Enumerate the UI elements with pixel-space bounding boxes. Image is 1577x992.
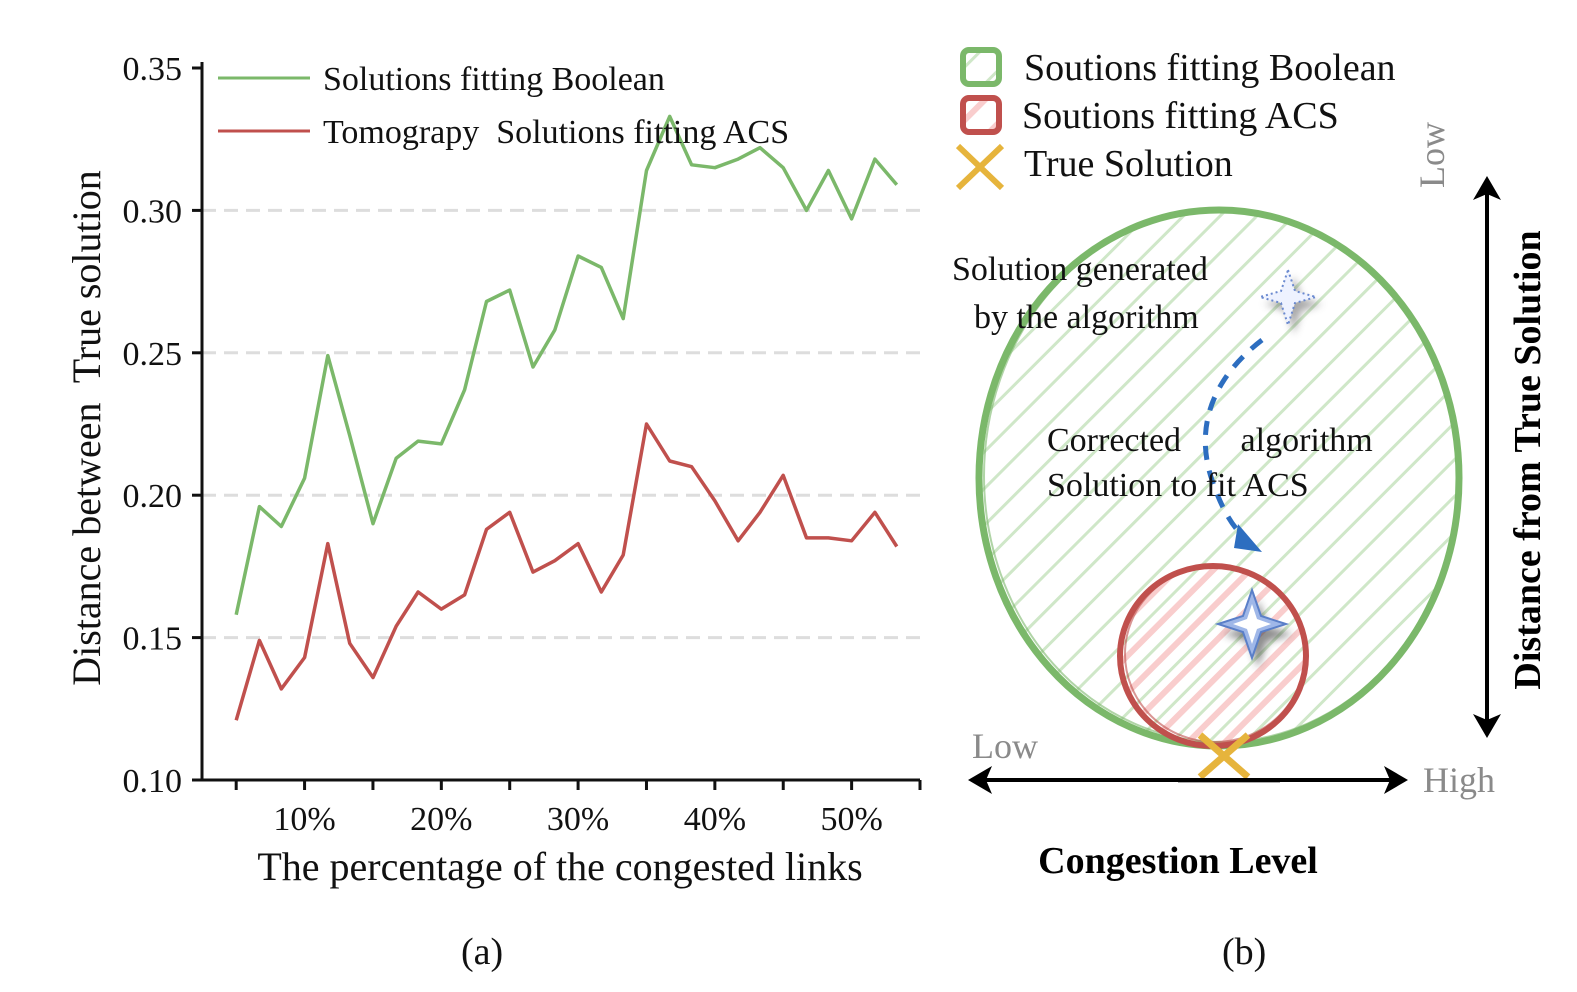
x-tick-label-1: 10% xyxy=(273,801,335,838)
congestion-level-label: Congestion Level xyxy=(1038,840,1318,882)
y-tick-label-2: 0.20 xyxy=(123,478,183,515)
y-ticks: 0.10 0.15 0.20 0.25 0.30 0.35 xyxy=(123,51,202,800)
annotation-corrected-line1: Corrected algorithm xyxy=(1047,422,1373,459)
legend-b: Soutions fitting Boolean Soutions fittin… xyxy=(955,47,1396,191)
y-tick-label-0: 0.10 xyxy=(123,763,183,800)
x-tick-label-7: 40% xyxy=(684,801,746,838)
x-tick-label-3: 20% xyxy=(410,801,472,838)
distance-axis-label: Distance from True Solution xyxy=(1507,230,1549,689)
line-chart-panel-a: 0.10 0.15 0.20 0.25 0.30 0.35 10% 20% 30% 40% 50%… xyxy=(64,51,922,889)
y-tick-label-4: 0.30 xyxy=(123,193,183,230)
y-low-label: Low xyxy=(1412,122,1452,188)
caption-a: (a) xyxy=(461,931,504,973)
y-tick-label-3: 0.25 xyxy=(123,336,183,373)
series-line-1 xyxy=(234,422,899,721)
annotation-corrected-line2: Solution to fit ACS xyxy=(1047,467,1309,504)
x-high-label: High xyxy=(1423,760,1495,800)
legend-b-label-true: True Solution xyxy=(1024,143,1233,185)
legend-b-cross-icon xyxy=(955,143,1005,191)
distance-axis-arrow xyxy=(1473,176,1501,738)
legend-b-label-acs: Soutions fitting ACS xyxy=(1022,95,1339,137)
x-ticks: 10% 20% 30% 40% 50% xyxy=(234,780,922,838)
legend-b-swatch-boolean xyxy=(960,47,1002,87)
diagram-panel-b: Soutions fitting Boolean Soutions fittin… xyxy=(952,47,1549,882)
x-low-label: Low xyxy=(972,726,1038,766)
correction-trajectory-arrow xyxy=(1202,338,1264,552)
acs-solution-region xyxy=(1117,563,1309,749)
legend-label-acs: Tomograpy Solutions fitting ACS xyxy=(323,114,789,151)
legend-a: Solutions fitting Boolean Tomograpy Solu… xyxy=(218,61,789,151)
acs-region-sketch-stroke xyxy=(1124,565,1306,743)
series-line-0 xyxy=(234,114,899,616)
annotation-generated-line1: Solution generated xyxy=(952,251,1208,288)
series-lines xyxy=(234,114,899,721)
grid-lines xyxy=(202,208,920,640)
x-tick-label-9: 50% xyxy=(820,801,882,838)
y-axis-label: Distance between True solution xyxy=(64,170,109,686)
y-tick-label-1: 0.15 xyxy=(123,621,183,658)
corrected-solution-star-icon xyxy=(1214,586,1293,668)
y-tick-label-5: 0.35 xyxy=(123,51,183,88)
legend-b-label-boolean: Soutions fitting Boolean xyxy=(1024,47,1396,89)
legend-b-swatch-acs xyxy=(960,95,1002,135)
x-tick-label-5: 30% xyxy=(547,801,609,838)
annotation-generated-line2: by the algorithm xyxy=(974,299,1199,336)
caption-b: (b) xyxy=(1222,931,1267,973)
legend-label-boolean: Solutions fitting Boolean xyxy=(323,61,665,98)
congestion-axis-arrow xyxy=(968,766,1408,794)
generated-solution-star-icon xyxy=(1256,266,1322,334)
x-axis-label: The percentage of the congested links xyxy=(257,844,862,889)
